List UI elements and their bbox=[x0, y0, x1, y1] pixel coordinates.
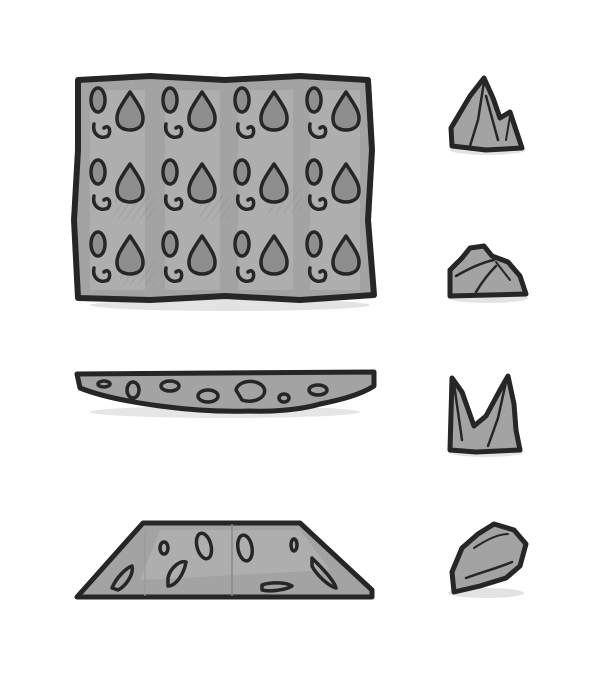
wall-stone-oval bbox=[161, 86, 179, 114]
wall-stone-hook bbox=[163, 194, 184, 211]
small-boulder bbox=[447, 243, 529, 303]
wall-stone-hook bbox=[163, 266, 184, 283]
wall-stone-hook bbox=[235, 122, 256, 139]
wall-stone-oval bbox=[233, 158, 251, 186]
wall-stone-hook bbox=[307, 266, 328, 283]
wall-stone-oval bbox=[233, 86, 251, 114]
wall-stone-oval bbox=[305, 230, 323, 258]
wall-stone-oval bbox=[305, 86, 323, 114]
wall-stone-oval bbox=[161, 158, 179, 186]
wall-stone-hook bbox=[91, 194, 112, 211]
cobblestone-wall-tile bbox=[71, 73, 377, 311]
wall-stone-teardrop bbox=[259, 90, 289, 132]
wall-stone-teardrop bbox=[259, 234, 289, 276]
wall-stone-hook bbox=[235, 266, 256, 283]
wall-stone-hook bbox=[235, 194, 256, 211]
wall-stone-teardrop bbox=[331, 162, 361, 204]
wall-stone-teardrop bbox=[259, 162, 289, 204]
wall-stone-teardrop bbox=[187, 90, 217, 132]
rock-spire bbox=[448, 75, 526, 155]
wall-stone-teardrop bbox=[187, 162, 217, 204]
wall-stone-teardrop bbox=[115, 162, 145, 204]
wall-stone-hook bbox=[91, 122, 112, 139]
wall-stone-hook bbox=[163, 122, 184, 139]
wall-stone-teardrop bbox=[331, 234, 361, 276]
rock-mound-trapezoid bbox=[74, 520, 375, 600]
tilted-boulder bbox=[448, 521, 529, 598]
wall-stone-teardrop bbox=[331, 90, 361, 132]
twin-spikes bbox=[447, 373, 524, 457]
wall-stone-teardrop bbox=[115, 234, 145, 276]
wall-stone-teardrop bbox=[187, 234, 217, 276]
wall-stone-oval bbox=[233, 230, 251, 258]
wall-stone-oval bbox=[161, 230, 179, 258]
wall-stone-hook bbox=[91, 266, 112, 283]
wall-stone-oval bbox=[305, 158, 323, 186]
wall-stone-oval bbox=[89, 230, 107, 258]
wall-stone-teardrop bbox=[115, 90, 145, 132]
wall-stone-oval bbox=[89, 86, 107, 114]
wall-stone-hook bbox=[307, 194, 328, 211]
wall-stone-hook bbox=[307, 122, 328, 139]
wall-stone-oval bbox=[89, 158, 107, 186]
flat-rock-ledge bbox=[74, 369, 377, 418]
